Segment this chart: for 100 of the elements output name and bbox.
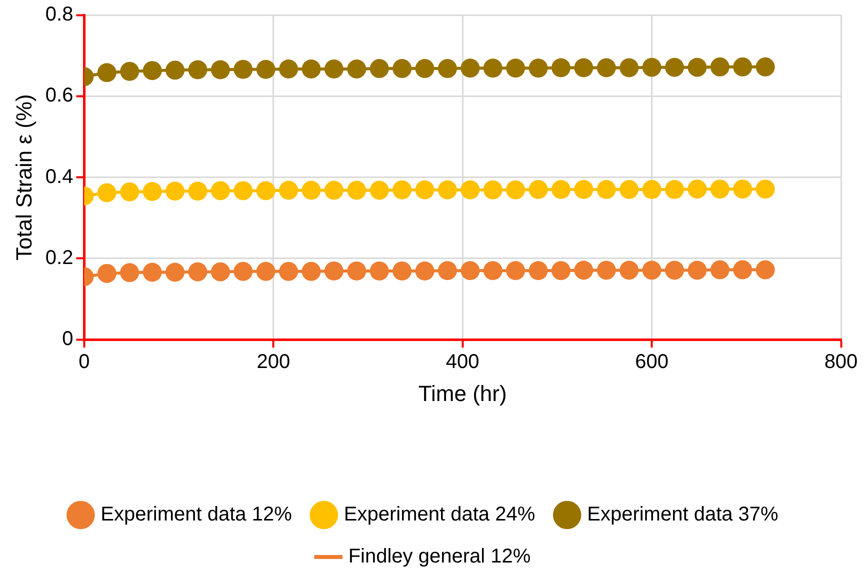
x-tick-label: 600 — [635, 351, 668, 374]
point — [688, 260, 707, 280]
point — [279, 262, 298, 281]
point — [392, 59, 412, 78]
point — [256, 60, 276, 79]
point — [415, 262, 434, 281]
point — [234, 60, 253, 79]
point — [347, 59, 366, 78]
point — [210, 181, 230, 200]
point — [279, 180, 298, 200]
point — [710, 260, 730, 280]
point — [688, 58, 707, 77]
point — [506, 180, 526, 200]
point — [188, 60, 208, 80]
point — [392, 180, 412, 200]
point — [710, 180, 730, 199]
point — [302, 59, 321, 78]
point — [596, 180, 616, 199]
point — [620, 260, 639, 280]
point — [347, 262, 366, 281]
point — [370, 180, 389, 200]
point — [188, 182, 208, 201]
point — [506, 58, 526, 78]
point — [392, 262, 412, 281]
point — [483, 58, 502, 78]
point — [574, 58, 594, 78]
point — [166, 262, 185, 282]
point — [528, 58, 548, 78]
point — [733, 180, 752, 199]
point — [551, 261, 570, 280]
point — [438, 261, 457, 280]
point — [665, 180, 684, 199]
point — [188, 262, 208, 282]
legend-label: Findley general 12% — [348, 546, 531, 568]
point — [97, 63, 116, 82]
point — [302, 262, 321, 281]
point — [120, 182, 140, 202]
point — [620, 58, 639, 78]
point — [460, 261, 480, 280]
legend-label: Experiment data 12% — [100, 504, 292, 526]
point — [370, 262, 389, 281]
point — [756, 260, 775, 280]
point — [120, 62, 140, 81]
point — [483, 261, 502, 280]
point — [665, 260, 684, 280]
point — [279, 59, 298, 78]
point — [97, 183, 116, 202]
legend-label: Experiment data 24% — [344, 504, 536, 526]
legend-label: Experiment data 37% — [587, 504, 779, 526]
point — [415, 180, 434, 200]
point — [97, 264, 116, 283]
point — [438, 180, 457, 200]
point — [733, 57, 752, 76]
point — [620, 180, 639, 199]
point — [506, 261, 526, 280]
point — [596, 260, 616, 280]
point — [324, 262, 344, 281]
point — [142, 182, 162, 201]
point — [324, 59, 344, 78]
point — [688, 180, 707, 199]
point — [642, 58, 662, 77]
point — [120, 263, 140, 282]
point — [574, 260, 594, 280]
point — [460, 180, 480, 200]
point — [528, 180, 548, 199]
point — [733, 260, 752, 280]
point — [166, 182, 185, 201]
point — [596, 58, 616, 78]
point — [665, 58, 684, 77]
point — [302, 180, 321, 200]
point — [551, 58, 570, 78]
x-tick-label: 800 — [824, 351, 858, 374]
point — [142, 61, 162, 80]
point — [483, 180, 502, 200]
point — [642, 180, 662, 199]
point — [166, 60, 185, 80]
y-tick-label: 0 — [62, 328, 74, 350]
x-tick-label: 400 — [446, 351, 480, 374]
point — [460, 58, 480, 78]
point — [438, 59, 457, 78]
point — [142, 262, 162, 282]
y-tick-label: 0.2 — [45, 246, 74, 269]
point — [324, 180, 344, 200]
y-axis-title: Total Strain ε (%) — [11, 94, 36, 260]
x-tick-label: 200 — [256, 351, 290, 374]
y-tick-label: 0.4 — [45, 166, 74, 188]
point — [756, 57, 775, 76]
point — [347, 180, 366, 200]
point — [574, 180, 594, 199]
point — [234, 262, 253, 281]
point — [551, 180, 570, 199]
point — [528, 261, 548, 280]
point — [756, 180, 775, 199]
x-axis-title: Time (hr) — [418, 380, 507, 406]
point — [256, 181, 276, 200]
point — [210, 60, 230, 80]
point — [234, 181, 253, 200]
y-tick-label: 0.8 — [45, 4, 74, 26]
point — [415, 59, 434, 78]
point — [642, 260, 662, 280]
